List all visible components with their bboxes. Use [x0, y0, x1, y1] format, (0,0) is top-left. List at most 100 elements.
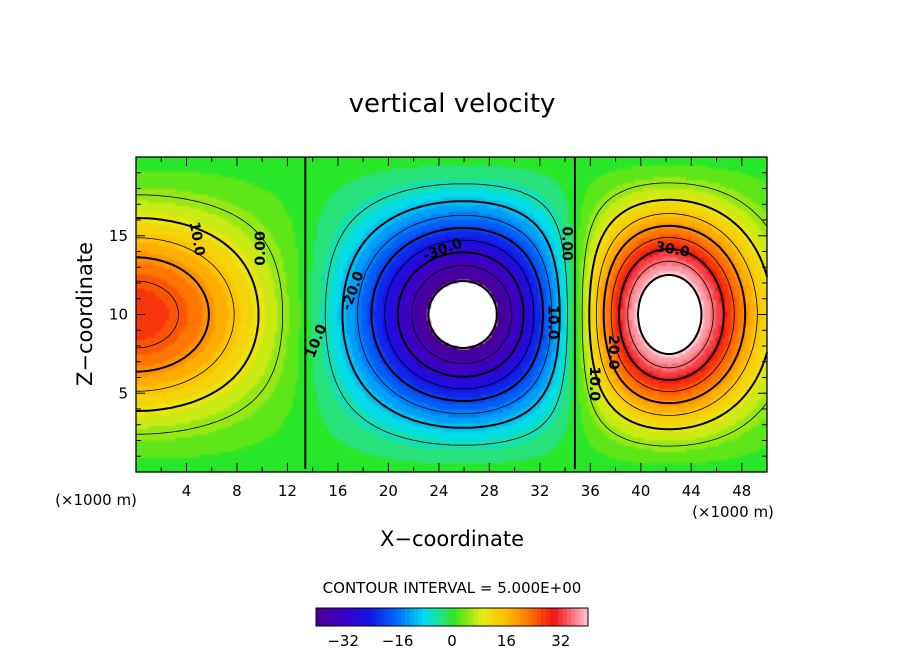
colorbar-cell — [558, 608, 563, 626]
contour-line — [357, 214, 552, 415]
contour-line — [136, 237, 735, 392]
colorbar-cell — [447, 608, 453, 626]
contour-line — [411, 265, 513, 364]
colorbar-cell — [460, 608, 466, 626]
contour-line — [637, 274, 703, 355]
colorbar-cell — [409, 608, 415, 626]
colorbar: −32 −16 0 16 32 — [315, 607, 589, 650]
colorbar-cell — [554, 608, 559, 626]
colorbar-cell — [435, 608, 440, 626]
colorbar-cell — [575, 608, 580, 626]
colorbar-cell — [362, 608, 368, 626]
y-tick-label: 15 — [109, 227, 128, 245]
x-tick-label: 16 — [328, 482, 347, 500]
contour-line — [304, 157, 576, 470]
colorbar-cell — [473, 608, 478, 626]
colorbar-cell — [469, 608, 474, 626]
colorbar-cell — [511, 608, 517, 626]
colorbar-cell — [413, 608, 419, 626]
x-tick-label: 24 — [429, 482, 448, 500]
colorbar-cell — [498, 608, 504, 626]
colorbar-cell — [571, 608, 576, 626]
colorbar-cell — [494, 608, 500, 626]
x-tick-label: 44 — [682, 482, 701, 500]
colorbar-frame — [315, 607, 589, 627]
x-unit-right: (×1000 m) — [692, 503, 774, 521]
colorbar-cell — [333, 608, 338, 626]
contour-line — [427, 280, 498, 349]
colorbar-tick-label: 0 — [447, 632, 457, 650]
y-tick-label: 10 — [109, 306, 128, 324]
y-axis-label: Z−coordinate — [73, 242, 97, 386]
contour-line — [396, 251, 525, 378]
contour-line — [324, 183, 568, 446]
colorbar-cell — [490, 608, 495, 626]
x-tick-label: 28 — [480, 482, 499, 500]
colorbar-cell — [439, 608, 444, 626]
colorbar-cell — [371, 608, 376, 626]
contour-line — [384, 239, 535, 390]
y-axis-ticks: 5 10 15 — [109, 172, 767, 457]
colorbar-cell — [452, 608, 457, 626]
colorbar-cell — [503, 608, 508, 626]
colorbar-cell — [549, 608, 555, 626]
colorbar-cell — [520, 608, 525, 626]
colorbar-cell — [579, 608, 585, 626]
contour-label: 30.0 — [654, 239, 691, 261]
colorbar-cell — [532, 608, 538, 626]
colorbar-cell — [430, 608, 436, 626]
contour-line — [627, 260, 714, 369]
colorbar-cell — [456, 608, 461, 626]
colorbar-cell — [583, 608, 589, 626]
colorbar-tick-label: 16 — [497, 632, 516, 650]
colorbar-cell — [379, 608, 385, 626]
colorbar-cell — [345, 608, 351, 626]
x-tick-label: 4 — [182, 482, 192, 500]
colorbar-cell — [566, 608, 572, 626]
contour-label: 20.0 — [605, 335, 621, 370]
x-tick-label: 32 — [530, 482, 549, 500]
colorbar-cell — [405, 608, 410, 626]
colorbar-cell — [320, 608, 325, 626]
chart-title: vertical velocity — [349, 89, 556, 119]
colorbar-cell — [562, 608, 568, 626]
colorbar-cell — [354, 608, 359, 626]
colorbar-cell — [515, 608, 521, 626]
contour-line — [136, 224, 747, 405]
colorbar-cell — [401, 608, 406, 626]
colorbar-tick-label: −32 — [327, 632, 359, 650]
colorbar-cell — [350, 608, 355, 626]
contour-interval-label: CONTOUR INTERVAL = 5.000E+00 — [323, 579, 582, 597]
contour-line — [618, 248, 725, 381]
colorbar-cell — [388, 608, 393, 626]
x-tick-label: 40 — [631, 482, 650, 500]
colorbar-cell — [426, 608, 432, 626]
x-tick-label: 12 — [278, 482, 297, 500]
colorbar-cell — [384, 608, 389, 626]
colorbar-tick-label: 32 — [551, 632, 570, 650]
plot-area: 10.0 0.00-20.010.0-30.010.00.00 30.020.010… — [135, 156, 768, 473]
colorbar-cell — [443, 608, 449, 626]
colorbar-cell — [537, 608, 542, 626]
contour-label: 10.0 — [545, 305, 561, 340]
colorbar-cell — [341, 608, 347, 626]
contour-line — [370, 227, 544, 402]
colorbar-cell — [507, 608, 512, 626]
contour-line — [135, 213, 758, 416]
colorbar-cell — [367, 608, 372, 626]
colorbar-cell — [528, 608, 534, 626]
colorbar-cell — [375, 608, 381, 626]
colorbar-cell — [477, 608, 483, 626]
x-tick-label: 48 — [732, 482, 751, 500]
colorbar-cell — [464, 608, 470, 626]
colorbar-cell — [541, 608, 546, 626]
x-tick-label: 36 — [581, 482, 600, 500]
colorbar-cell — [486, 608, 491, 626]
contour-label: 10.0 — [586, 367, 602, 402]
x-tick-label: 20 — [379, 482, 398, 500]
colorbar-cell — [422, 608, 427, 626]
contour-lines — [135, 157, 768, 470]
colorbar-cell — [328, 608, 334, 626]
x-axis-ticks: 4 8 12 16 20 24 28 32 36 40 44 48 — [160, 157, 768, 500]
